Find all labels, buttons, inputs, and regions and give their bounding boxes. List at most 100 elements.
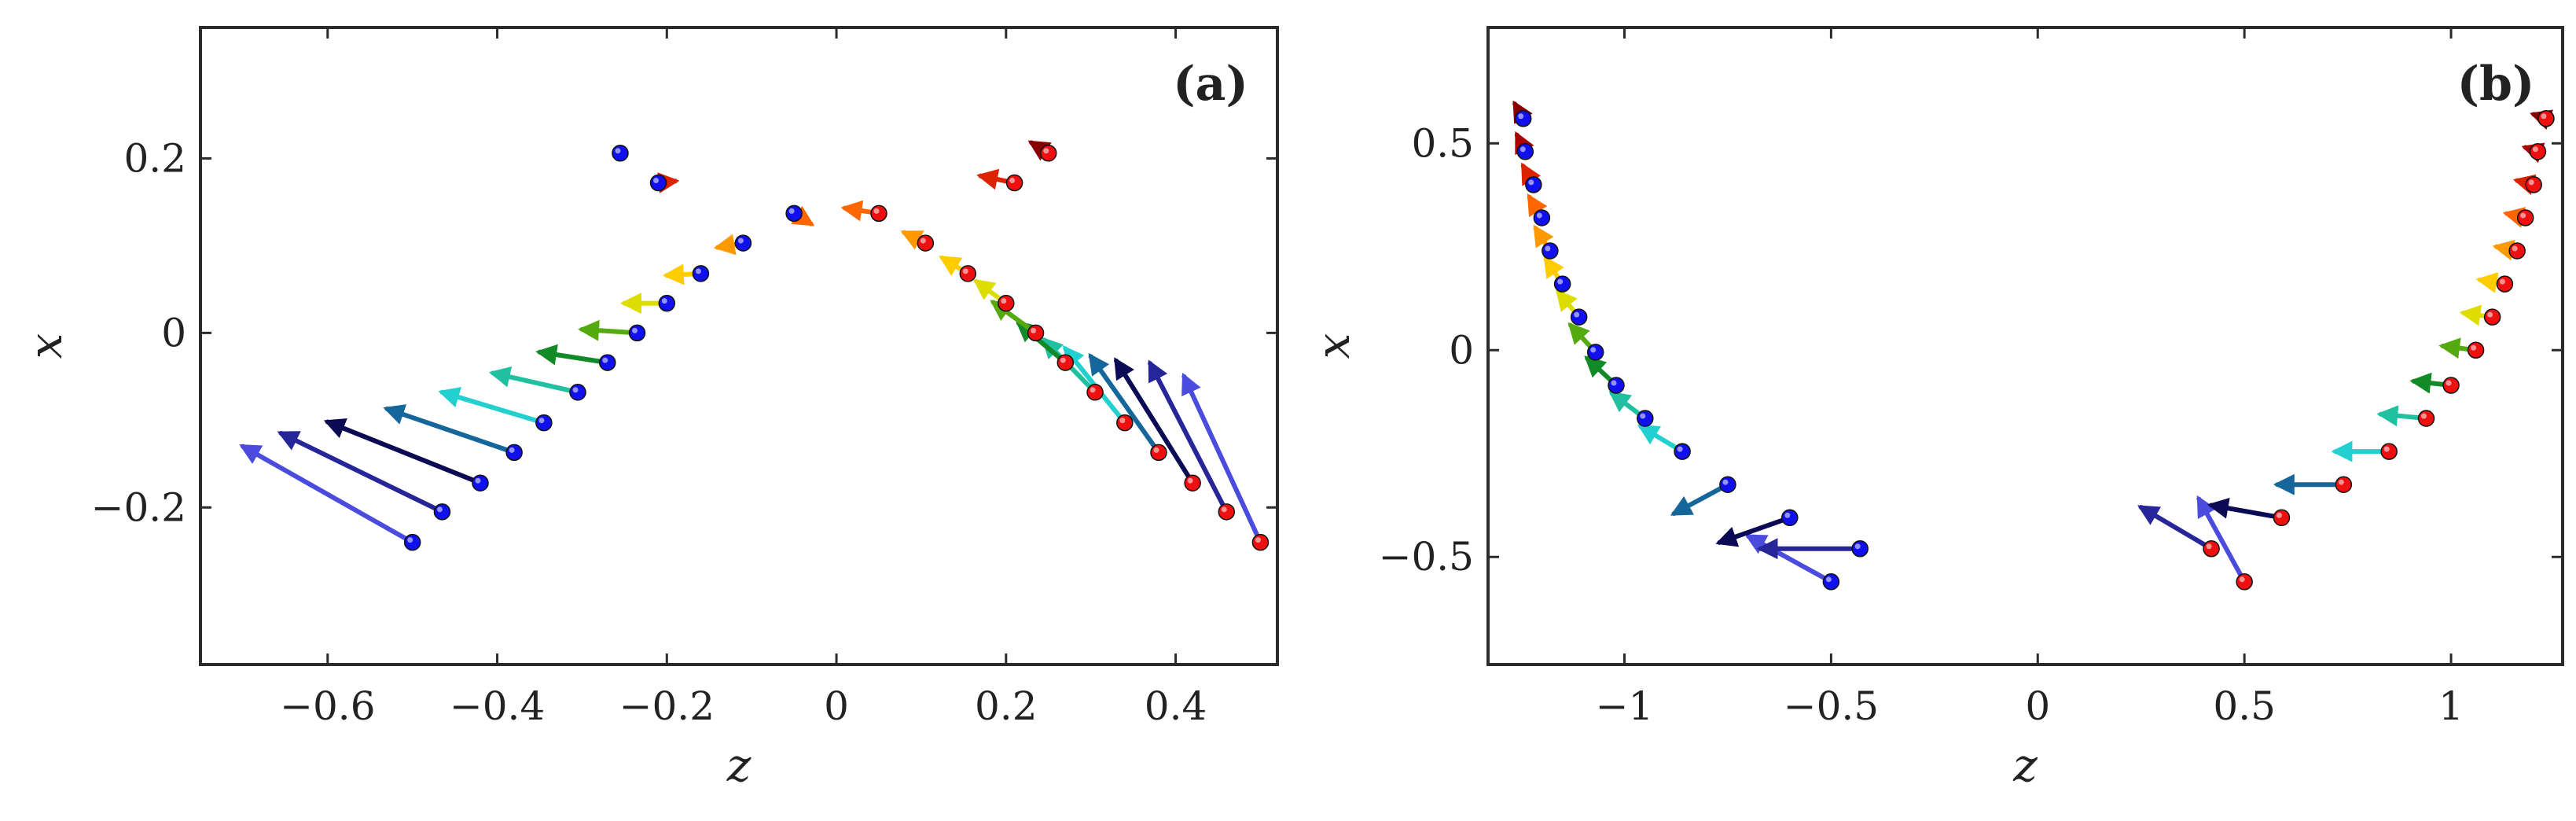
red-point bbox=[998, 294, 1015, 312]
vector-arrow bbox=[1715, 515, 1792, 547]
red-point bbox=[2483, 308, 2501, 326]
point-highlight bbox=[1221, 506, 1227, 513]
vector-arrow bbox=[1015, 320, 1068, 366]
point-highlight bbox=[1187, 477, 1193, 484]
point-highlight bbox=[1557, 278, 1564, 285]
vector-arrow bbox=[1670, 482, 1730, 517]
panel-label: (a) bbox=[1173, 57, 1248, 112]
red-point bbox=[870, 204, 887, 223]
red-point bbox=[2273, 509, 2291, 527]
blue-point bbox=[649, 174, 667, 192]
plot-frame bbox=[199, 26, 1279, 666]
blue-point bbox=[658, 294, 676, 312]
point-highlight bbox=[1611, 380, 1617, 386]
red-point bbox=[2467, 341, 2485, 359]
blue-point bbox=[505, 444, 523, 462]
x-tick-label: 0 bbox=[824, 683, 849, 729]
vector-arrow bbox=[488, 366, 581, 395]
x-tick-label: 0.4 bbox=[1145, 683, 1207, 729]
point-highlight bbox=[2471, 344, 2477, 351]
red-point bbox=[1184, 474, 1201, 491]
point-highlight bbox=[920, 237, 926, 244]
point-highlight bbox=[1001, 298, 1007, 304]
point-highlight bbox=[538, 418, 545, 424]
point-highlight bbox=[1153, 447, 1159, 453]
point-highlight bbox=[1119, 418, 1126, 424]
point-highlight bbox=[632, 327, 638, 333]
vector-arrow bbox=[578, 319, 640, 341]
point-highlight bbox=[1722, 479, 1729, 485]
y-tick-label: 0 bbox=[161, 310, 186, 355]
vector-arrow bbox=[1114, 357, 1196, 486]
vector-arrow bbox=[2137, 505, 2214, 551]
blue-point bbox=[1516, 143, 1534, 160]
red-point bbox=[917, 234, 935, 252]
red-point bbox=[1150, 444, 1167, 462]
point-highlight bbox=[1060, 357, 1066, 363]
blue-point bbox=[734, 234, 752, 252]
blue-point bbox=[1586, 344, 1604, 361]
vector-arrow bbox=[2196, 495, 2247, 584]
y-tick-label: 0.2 bbox=[123, 135, 186, 181]
vector-arrow bbox=[277, 430, 445, 514]
point-highlight bbox=[572, 387, 579, 393]
blue-point bbox=[1608, 377, 1625, 394]
red-point bbox=[2442, 377, 2460, 394]
red-point bbox=[1086, 384, 1104, 401]
red-point bbox=[1005, 174, 1023, 192]
blue-point bbox=[785, 204, 803, 223]
x-tick-label: 0.2 bbox=[975, 683, 1038, 729]
red-point bbox=[1039, 145, 1057, 162]
point-highlight bbox=[695, 268, 701, 274]
point-highlight bbox=[661, 298, 667, 304]
red-point bbox=[2516, 209, 2534, 226]
panel-b: −1 −0.5 0 0.5 1 −0.5 0 0.5 z x (b) bbox=[1306, 26, 2564, 792]
vector-arrow bbox=[1744, 533, 1834, 584]
point-highlight bbox=[1518, 113, 1524, 120]
point-highlight bbox=[1854, 543, 1861, 550]
red-point bbox=[2508, 242, 2526, 260]
point-highlight bbox=[1640, 413, 1646, 419]
point-highlight bbox=[1536, 212, 1542, 219]
plot-frame bbox=[1486, 26, 2564, 666]
red-point bbox=[2529, 143, 2547, 160]
blue-point bbox=[1719, 476, 1736, 493]
red-point bbox=[1027, 324, 1045, 342]
x-tick-label: −0.5 bbox=[1784, 683, 1879, 729]
x-tick-label: 0.5 bbox=[2213, 683, 2276, 729]
point-highlight bbox=[2532, 146, 2538, 153]
blue-point bbox=[535, 414, 553, 432]
blue-point bbox=[1674, 443, 1691, 460]
blue-point bbox=[1514, 109, 1532, 127]
red-point bbox=[2537, 109, 2555, 127]
x-tick-label: −0.6 bbox=[280, 683, 375, 729]
red-point bbox=[2203, 539, 2220, 558]
blue-point bbox=[433, 503, 451, 521]
blue-point bbox=[1542, 242, 1559, 260]
blue-point bbox=[692, 265, 710, 282]
red-point bbox=[2380, 443, 2398, 460]
point-highlight bbox=[2487, 311, 2493, 318]
point-highlight bbox=[873, 208, 880, 214]
blue-point bbox=[1637, 410, 1654, 427]
x-tick-label: 0 bbox=[2025, 683, 2050, 729]
red-point bbox=[1116, 414, 1134, 432]
point-highlight bbox=[1031, 327, 1037, 333]
y-tick-label: 0 bbox=[1449, 327, 1474, 373]
point-highlight bbox=[2420, 413, 2427, 419]
vector-arrow bbox=[1181, 372, 1263, 545]
vector-arrow bbox=[323, 418, 483, 486]
y-axis-label: x bbox=[19, 333, 72, 359]
y-tick-label: 0.5 bbox=[1411, 120, 1474, 166]
blue-point bbox=[612, 145, 629, 162]
x-tick-label: −0.2 bbox=[619, 683, 715, 729]
point-highlight bbox=[1574, 311, 1580, 318]
x-axis-label: z bbox=[2012, 738, 2038, 792]
vector-arrow bbox=[1148, 359, 1229, 514]
point-highlight bbox=[407, 537, 413, 543]
blue-point bbox=[1570, 308, 1588, 326]
x-tick-label: −0.4 bbox=[450, 683, 545, 729]
blue-point bbox=[569, 384, 586, 401]
point-highlight bbox=[436, 506, 443, 513]
blue-point bbox=[1781, 509, 1799, 527]
